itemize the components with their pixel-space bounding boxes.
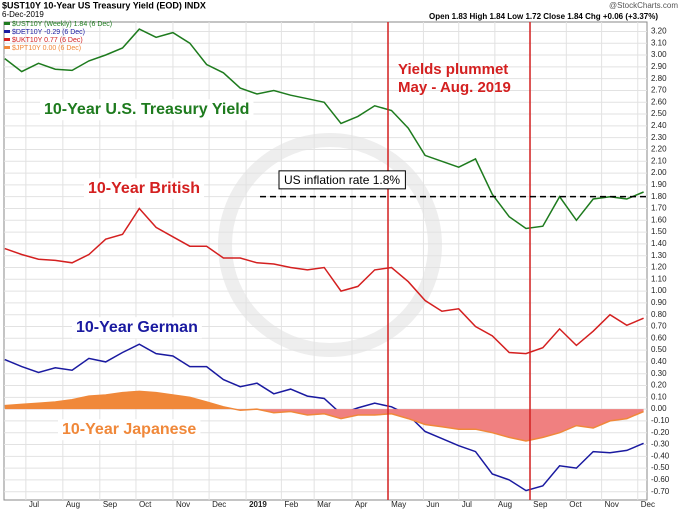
y-tick-label: 1.40	[651, 239, 667, 248]
y-tick-label: 1.70	[651, 204, 667, 213]
annotation: 10-Year U.S. Treasury Yield	[44, 101, 249, 118]
legend-label: $JPT10Y 0.00 (6 Dec)	[12, 45, 81, 52]
y-tick-label: 2.30	[651, 133, 667, 142]
y-tick-label: 0.30	[651, 369, 667, 378]
y-tick-label: 2.90	[651, 62, 667, 71]
y-tick-label: 2.10	[651, 156, 667, 165]
annotation-box	[40, 99, 254, 121]
x-tick-label: 2019	[249, 500, 267, 509]
x-tick-label: May	[391, 500, 406, 509]
y-tick-label: 2.60	[651, 97, 667, 106]
legend-label: $UST10Y (Weekly) 1.84 (6 Dec)	[12, 21, 112, 28]
x-tick-label: Aug	[498, 500, 512, 509]
annotation: 10-Year German	[76, 319, 198, 336]
y-tick-label: 1.50	[651, 227, 667, 236]
y-tick-label: -0.70	[651, 487, 670, 496]
series-line	[4, 28, 644, 230]
x-tick-label: Jul	[29, 500, 39, 509]
y-tick-label: 1.00	[651, 286, 667, 295]
chart-title: $UST10Y 10-Year US Treasury Yield (EOD) …	[2, 0, 206, 10]
x-tick-label: Nov	[176, 500, 190, 509]
quote: Open 1.83 High 1.84 Low 1.72 Close 1.84 …	[429, 12, 658, 21]
legend-label: $DET10Y -0.29 (6 Dec)	[12, 29, 85, 36]
series-line	[4, 390, 644, 442]
annotation: 10-Year British	[88, 180, 200, 197]
label-box	[278, 170, 406, 190]
y-tick-label: 2.40	[651, 121, 667, 130]
y-tick-label: 1.10	[651, 274, 667, 283]
y-tick-label: -0.40	[651, 451, 670, 460]
x-tick-label: Oct	[569, 500, 582, 509]
area	[4, 391, 644, 441]
x-tick-label: Jun	[426, 500, 439, 509]
annotation: 10-Year Japanese	[62, 421, 196, 438]
y-tick-label: 1.80	[651, 192, 667, 201]
annotation-box	[72, 317, 202, 339]
y-tick-label: 3.20	[651, 27, 667, 36]
y-tick-label: 1.20	[651, 263, 667, 272]
legend-swatch	[4, 46, 10, 49]
series-line	[4, 207, 644, 355]
legend-label: $UKT10Y 0.77 (6 Dec)	[12, 37, 83, 44]
annotation-box	[58, 419, 201, 441]
legend-swatch	[4, 30, 10, 33]
legend-swatch	[4, 22, 10, 25]
y-tick-label: -0.10	[651, 416, 670, 425]
y-tick-label: 1.30	[651, 251, 667, 260]
y-tick-label: 2.20	[651, 145, 667, 154]
y-tick-label: 3.00	[651, 50, 667, 59]
x-tick-label: Jul	[462, 500, 472, 509]
y-tick-label: -0.30	[651, 440, 670, 449]
y-tick-label: -0.60	[651, 475, 670, 484]
y-tick-label: -0.50	[651, 463, 670, 472]
source: @StockCharts.com	[609, 1, 678, 10]
x-tick-label: Sep	[103, 500, 118, 509]
y-tick-label: 2.50	[651, 109, 667, 118]
legend-swatch	[4, 38, 10, 41]
y-tick-label: 0.10	[651, 392, 667, 401]
y-tick-label: -0.20	[651, 428, 670, 437]
y-tick-label: 3.10	[651, 38, 667, 47]
reference-label: US inflation rate 1.8%	[284, 173, 400, 187]
y-tick-label: 2.70	[651, 86, 667, 95]
x-tick-label: Oct	[139, 500, 152, 509]
y-tick-label: 0.70	[651, 322, 667, 331]
x-tick-label: Feb	[284, 500, 298, 509]
y-tick-label: 2.00	[651, 168, 667, 177]
series-line	[4, 343, 644, 492]
y-tick-label: 2.80	[651, 74, 667, 83]
y-tick-label: 0.40	[651, 357, 667, 366]
y-tick-label: 0.20	[651, 381, 667, 390]
y-tick-label: 0.60	[651, 333, 667, 342]
x-tick-label: Dec	[212, 500, 226, 509]
x-tick-label: Dec	[641, 500, 655, 509]
y-tick-label: 0.00	[651, 404, 667, 413]
y-tick-label: 1.60	[651, 215, 667, 224]
annotation-box	[84, 178, 205, 200]
x-tick-label: Nov	[605, 500, 619, 509]
y-tick-label: 0.90	[651, 298, 667, 307]
x-tick-label: Sep	[533, 500, 548, 509]
x-tick-label: Mar	[317, 500, 331, 509]
x-tick-label: Apr	[355, 500, 368, 509]
y-tick-label: 1.90	[651, 180, 667, 189]
annotation: May - Aug. 2019	[398, 79, 511, 96]
annotation: Yields plummet	[398, 61, 508, 78]
y-tick-label: 0.50	[651, 345, 667, 354]
x-tick-label: Aug	[66, 500, 80, 509]
y-tick-label: 0.80	[651, 310, 667, 319]
chart-subtitle: 6-Dec-2019	[2, 10, 44, 19]
